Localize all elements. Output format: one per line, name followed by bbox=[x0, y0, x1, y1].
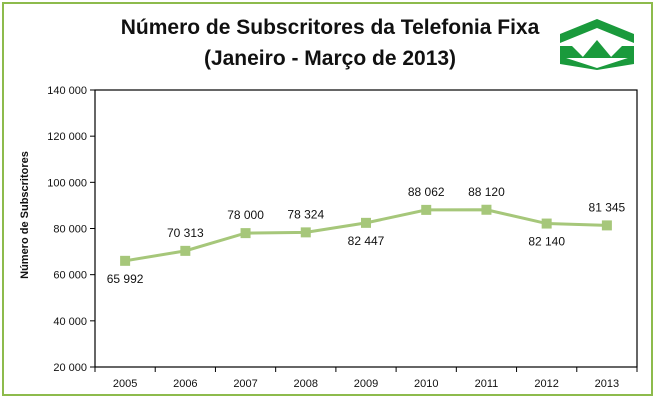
x-tick-label: 2008 bbox=[294, 378, 318, 390]
data-point-marker bbox=[120, 255, 131, 266]
y-tick-label: 140 000 bbox=[47, 85, 87, 97]
logo-left-wing bbox=[560, 46, 584, 58]
chart-title-line1: Número de Subscritores da Telefonia Fixa bbox=[120, 16, 540, 39]
y-tick-label: 120 000 bbox=[47, 131, 87, 143]
regulator-logo-icon bbox=[560, 19, 634, 70]
logo-center-triangle bbox=[582, 40, 612, 58]
data-point-marker bbox=[601, 220, 612, 231]
y-tick-label: 20 000 bbox=[53, 362, 87, 374]
data-label: 78 324 bbox=[287, 207, 324, 221]
y-axis-title: Número de Subscritores bbox=[19, 151, 31, 279]
chart-frame bbox=[2, 2, 653, 396]
data-label: 78 000 bbox=[227, 208, 264, 222]
data-label: 65 992 bbox=[107, 272, 144, 286]
y-tick-label: 40 000 bbox=[53, 316, 87, 328]
data-point-marker bbox=[180, 245, 191, 256]
x-tick-label: 2013 bbox=[595, 378, 619, 390]
logo-base-shape bbox=[560, 56, 634, 70]
x-tick-label: 2005 bbox=[113, 378, 137, 390]
data-point-marker bbox=[481, 204, 492, 215]
y-tick-label: 100 000 bbox=[47, 177, 87, 189]
data-point-marker bbox=[541, 218, 552, 229]
chart-title-line2: (Janeiro - Março de 2013) bbox=[203, 47, 457, 70]
y-tick-label: 80 000 bbox=[53, 224, 87, 236]
data-label: 88 120 bbox=[468, 185, 505, 199]
data-label: 81 345 bbox=[589, 200, 626, 214]
logo-roof-shape bbox=[560, 19, 634, 43]
x-tick-label: 2007 bbox=[233, 378, 257, 390]
x-tick-label: 2006 bbox=[173, 378, 197, 390]
y-tick-label: 60 000 bbox=[53, 270, 87, 282]
data-label: 82 140 bbox=[528, 235, 565, 249]
data-point-marker bbox=[240, 228, 251, 239]
x-tick-label: 2011 bbox=[475, 378, 499, 390]
x-tick-label: 2010 bbox=[414, 378, 438, 390]
data-point-marker bbox=[300, 227, 311, 238]
logo-right-wing bbox=[610, 46, 634, 58]
data-point-marker bbox=[361, 217, 371, 228]
data-label: 82 447 bbox=[348, 234, 385, 248]
data-label: 88 062 bbox=[408, 185, 445, 199]
x-tick-label: 2009 bbox=[354, 378, 378, 390]
data-label: 70 313 bbox=[167, 226, 204, 240]
x-tick-label: 2012 bbox=[534, 378, 558, 390]
data-point-marker bbox=[421, 204, 432, 215]
